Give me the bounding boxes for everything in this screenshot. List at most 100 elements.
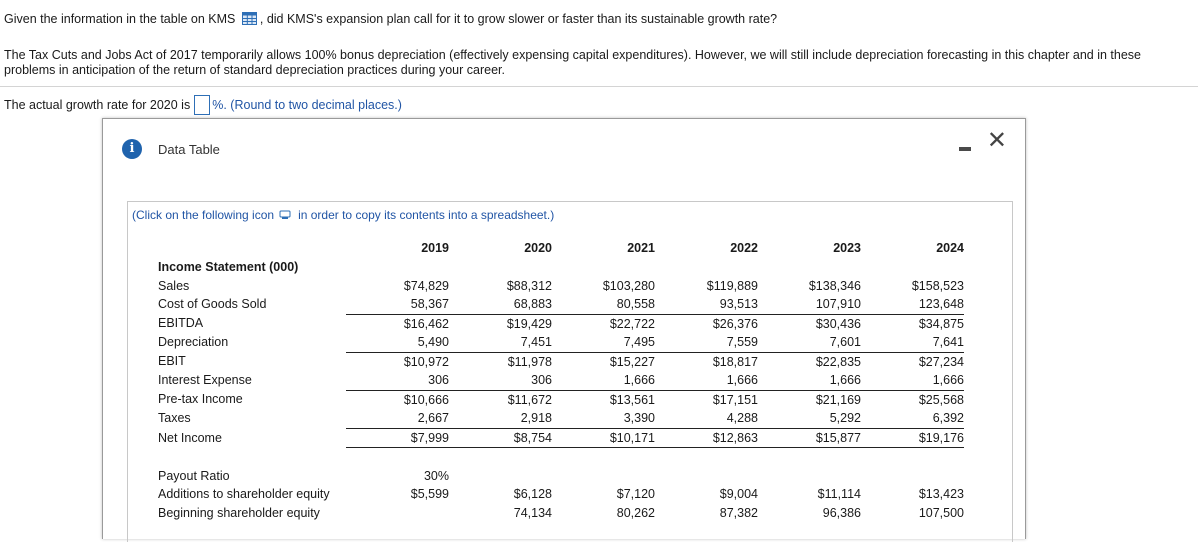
cell-value [861, 467, 964, 486]
cell-value: 68,883 [449, 295, 552, 315]
cell-value: 30% [423, 468, 449, 483]
answer-prefix: The actual growth rate for 2020 is [4, 98, 191, 112]
table-row: Depreciation 5,490 7,451 7,495 7,559 7,601 7,6… [156, 333, 964, 353]
row-label: Payout Ratio [158, 468, 230, 483]
row-label: Beginning shareholder equity [158, 505, 320, 520]
cell-value: 5,490 [346, 333, 449, 353]
minimize-button[interactable] [957, 141, 973, 153]
cell-value: $158,523 [911, 278, 964, 293]
cell-value: 1,666 [758, 371, 861, 391]
table-row: Payout Ratio 30% [156, 467, 964, 486]
cell-value: 2,918 [449, 409, 552, 429]
cell-value: $7,999 [346, 428, 449, 448]
row-label: Sales [158, 278, 190, 293]
cell-value: $10,171 [552, 428, 655, 448]
cell-value: 4,288 [655, 409, 758, 429]
cell-value: $11,978 [507, 354, 552, 369]
table-row: Interest Expense 306 306 1,666 1,666 1,666 1,6… [156, 371, 964, 391]
data-table-dialog: i Data Table ✕ (Click on the following i… [102, 118, 1026, 542]
cell-value: 5,292 [758, 409, 861, 429]
table-row: Beginning shareholder equity 74,134 80,262… [156, 504, 964, 523]
cell-value: $138,346 [808, 278, 861, 293]
cell-value: $22,722 [609, 316, 655, 331]
cell-value: 1,666 [861, 371, 964, 391]
close-button[interactable]: ✕ [986, 127, 1007, 154]
cell-value: $25,568 [918, 392, 964, 407]
cell-value: $22,835 [815, 354, 861, 369]
year-header: 2021 [627, 240, 655, 255]
answer-row: The actual growth rate for 2020 is %. (R… [4, 95, 402, 115]
cell-value: $10,972 [403, 354, 449, 369]
cell-value: 306 [449, 371, 552, 391]
row-label: Additions to shareholder equity [158, 487, 330, 501]
cell-value: 7,601 [758, 333, 861, 353]
year-header: 2024 [936, 240, 964, 255]
cell-value: 58,367 [346, 295, 449, 315]
cell-value: $74,829 [403, 278, 449, 293]
cell-value: $27,234 [918, 354, 964, 369]
cell-value [449, 467, 552, 486]
table-row: Cost of Goods Sold 58,367 68,883 80,558 93,5… [156, 295, 964, 315]
cell-value: $26,376 [712, 316, 758, 331]
cell-value: 123,648 [861, 295, 964, 315]
cell-value: $21,169 [815, 392, 861, 407]
cell-value: 74,134 [513, 505, 552, 520]
cell-value: $103,280 [602, 278, 655, 293]
cell-value: 7,641 [861, 333, 964, 353]
table-row: Additions to shareholder equity $5,599 $6,… [156, 485, 964, 504]
year-header: 2019 [421, 240, 449, 255]
cell-value: 96,386 [822, 505, 861, 520]
row-label: EBITDA [158, 316, 204, 331]
table-row: Taxes 2,667 2,918 3,390 4,288 5,292 6,392 [156, 409, 964, 429]
cell-value: 93,513 [655, 295, 758, 315]
cell-value: 306 [346, 371, 449, 391]
question-text: Given the information in the table on KM… [4, 12, 777, 26]
cell-value: 6,392 [861, 409, 964, 429]
copy-to-spreadsheet-icon[interactable] [279, 210, 292, 220]
data-table-icon[interactable] [241, 12, 257, 25]
cell-value: $30,436 [815, 316, 861, 331]
income-statement-table: 2019 2020 2021 2022 2023 2024 Income Sta… [156, 238, 964, 522]
year-header: 2022 [730, 240, 758, 255]
data-table-panel: (Click on the following icon in order to… [127, 201, 1013, 542]
cell-value: 107,500 [918, 505, 964, 520]
question-part1: Given the information in the table on KM… [4, 12, 236, 26]
cell-value [552, 467, 655, 486]
cell-value: $12,863 [655, 428, 758, 448]
table-row: Sales $74,829 $88,312 $103,280 $119,889 $138,… [156, 277, 964, 296]
cell-value: $11,114 [817, 487, 861, 501]
answer-suffix: %. [212, 98, 227, 112]
cell-value: $9,004 [719, 487, 758, 501]
table-row: EBITDA $16,462 $19,429 $22,722 $26,376 $30,43… [156, 314, 964, 333]
cell-value: $8,754 [449, 428, 552, 448]
cell-value: 7,559 [655, 333, 758, 353]
cell-value: $6,128 [513, 487, 552, 501]
cell-value: $17,151 [712, 392, 758, 407]
cell-value: $13,561 [609, 392, 655, 407]
cell-value: 3,390 [552, 409, 655, 429]
section-title-row: Income Statement (000) [156, 258, 964, 277]
copy-note-suffix: in order to copy its contents into a spr… [298, 208, 555, 222]
cell-value: $5,599 [410, 487, 449, 501]
cell-value: $7,120 [616, 487, 655, 501]
growth-rate-input[interactable] [194, 95, 211, 115]
spacer-row [156, 448, 964, 467]
section-title: Income Statement (000) [158, 260, 299, 274]
cell-value: 80,558 [552, 295, 655, 315]
cell-value: $16,462 [403, 316, 449, 331]
cell-value: $34,875 [918, 316, 964, 331]
header-blank [156, 238, 346, 258]
divider [0, 86, 1198, 87]
cell-value: $11,672 [507, 392, 552, 407]
table-row: Net Income $7,999 $8,754 $10,171 $12,863 $15,… [156, 428, 964, 448]
cell-value: 80,262 [616, 505, 655, 520]
cell-value: 2,667 [346, 409, 449, 429]
cell-value: $18,817 [712, 354, 758, 369]
cell-value: 7,495 [552, 333, 655, 353]
row-label: Net Income [158, 430, 222, 445]
copy-instruction: (Click on the following icon in order to… [132, 208, 554, 222]
year-header: 2023 [833, 240, 861, 255]
cell-value [346, 504, 449, 523]
cell-value: 1,666 [655, 371, 758, 391]
cell-value [758, 467, 861, 486]
